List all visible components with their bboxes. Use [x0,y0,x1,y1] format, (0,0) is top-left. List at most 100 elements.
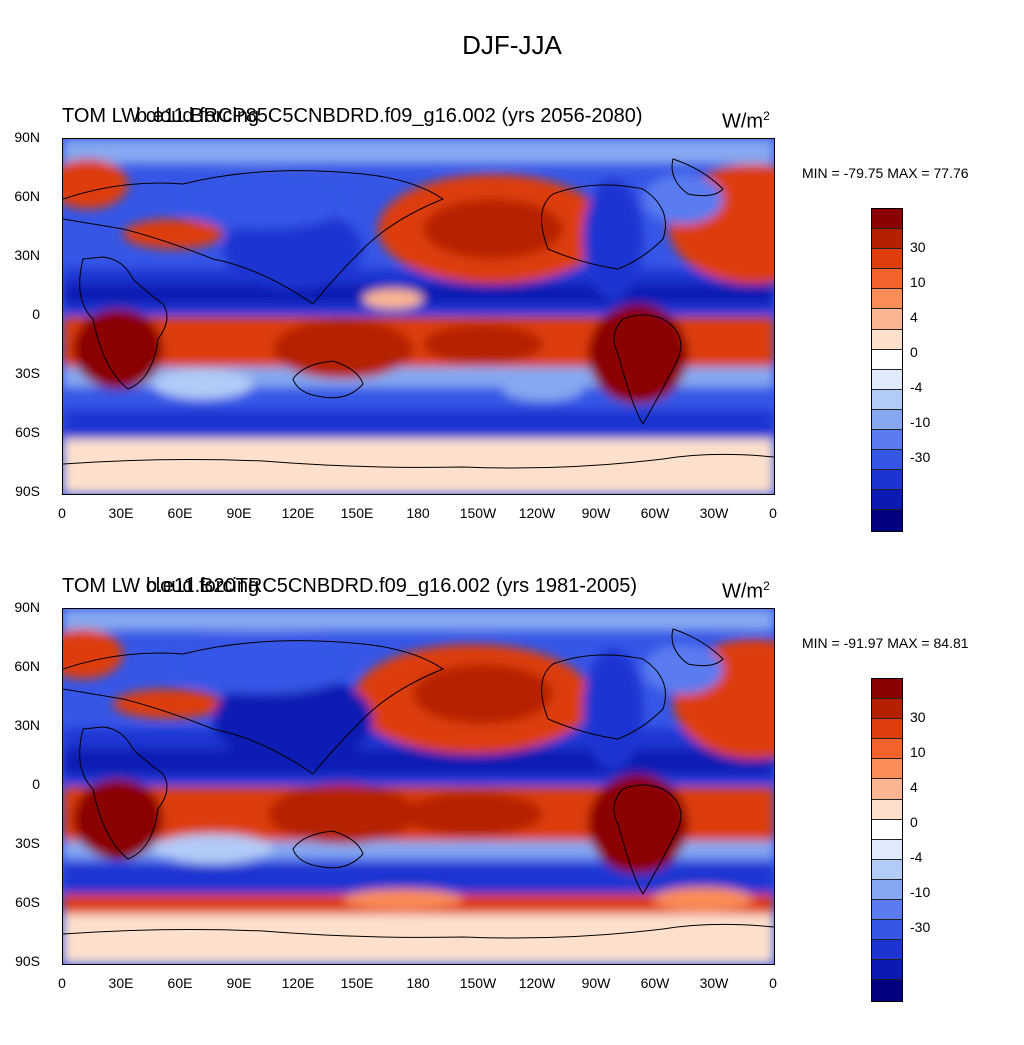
colorbar-label: -30 [910,919,931,935]
panel-units: W/m2 [722,109,770,133]
colorbar-label: 10 [910,274,926,290]
colorbar-swatch [872,779,902,800]
colorbar-label: 30 [910,239,926,255]
lon-label: 120E [281,975,315,991]
lat-label: 90S [15,483,40,499]
lat-label: 60N [14,658,40,674]
colorbar-label: 4 [910,779,918,795]
lon-label: 120W [518,505,556,521]
lon-label: 0 [769,975,777,991]
lat-label: 30S [15,365,40,381]
colorbar-swatch [872,209,902,230]
colorbar-swatch [872,699,902,720]
lon-label: 60W [640,975,670,991]
map-panel-top: TOM LW cloud forcing b.e11.BRCP85C5CNBDR… [0,105,1024,575]
colorbar-swatch [872,229,902,250]
colorbar-swatch [872,349,902,370]
colorbar-swatch [872,389,902,410]
lon-label: 60W [640,505,670,521]
panel-units: W/m2 [722,579,770,603]
panel-run-title: b.e11.BRCP85C5CNBDRD.f09_g16.002 (yrs 20… [136,105,643,127]
lon-label: 150E [340,975,374,991]
colorbar-label: 10 [910,744,926,760]
colorbar-swatch [872,679,902,700]
min-max-label: MIN = -91.97 MAX = 84.81 [802,635,969,651]
lat-label: 60S [15,424,40,440]
colorbar [871,208,903,532]
colorbar-swatch [872,510,902,531]
colorbar-swatch [872,490,902,511]
panel-left-title: TOM LW cloud forcing [62,575,260,597]
colorbar-swatch [872,960,902,981]
lat-label: 0 [32,776,40,792]
lon-label: 180 [406,505,430,521]
lat-label: 60S [15,894,40,910]
colorbar-swatch [872,879,902,901]
colorbar-label: -4 [910,379,923,395]
lat-label: 60N [14,188,40,204]
colorbar-label: 0 [910,344,918,360]
lon-label: 90W [581,505,611,521]
lon-label: 30E [108,505,134,521]
min-max-label: MIN = -79.75 MAX = 77.76 [802,165,969,181]
colorbar-label: 0 [910,814,918,830]
colorbar-swatch [872,309,902,330]
colorbar-swatch [872,940,902,961]
colorbar-swatch [872,799,902,820]
colorbar-swatch [872,739,902,760]
lon-label: 60E [167,505,193,521]
lon-label: 60E [167,975,193,991]
lon-label: 30W [699,975,729,991]
colorbar-swatch [872,859,902,880]
colorbar-label: -10 [910,414,931,430]
colorbar-swatch [872,980,902,1001]
lat-label: 30N [14,717,40,733]
colorbar-swatch [872,430,902,451]
colorbar-swatch [872,329,902,350]
colorbar [871,678,903,1002]
colorbar-swatch [872,719,902,740]
colorbar-swatch [872,839,902,860]
lon-label: 90E [226,975,252,991]
lon-label: 150E [340,505,374,521]
colorbar-swatch [872,759,902,780]
colorbar-swatch [872,249,902,270]
map-plot-top [62,138,775,495]
panel-left-title: TOM LW cloud forcing [62,105,260,127]
colorbar-label: -30 [910,449,931,465]
lon-label: 0 [58,505,66,521]
lat-label: 30S [15,835,40,851]
lon-label: 90E [226,505,252,521]
lon-label: 150W [459,505,497,521]
lon-label: 0 [58,975,66,991]
colorbar-swatch [872,409,902,431]
colorbar-swatch [872,369,902,390]
colorbar-swatch [872,819,902,840]
lon-label: 180 [406,975,430,991]
figure-title: DJF-JJA [462,30,562,60]
map-field-bottom [63,609,774,964]
lat-label: 90S [15,953,40,969]
lon-label: 30W [699,505,729,521]
colorbar-label: -4 [910,849,923,865]
map-plot-bottom [62,608,775,965]
lon-label: 30E [108,975,134,991]
panel-run-title: b.e11.B20TRC5CNBDRD.f09_g16.002 (yrs 198… [146,575,638,597]
lat-label: 90N [14,129,40,145]
lat-label: 90N [14,599,40,615]
colorbar-label: 4 [910,309,918,325]
colorbar-swatch [872,470,902,491]
colorbar-label: -10 [910,884,931,900]
colorbar-swatch [872,450,902,471]
colorbar-swatch [872,920,902,941]
colorbar-label: 30 [910,709,926,725]
lon-label: 120W [518,975,556,991]
map-panel-bottom: TOM LW cloud forcing b.e11.B20TRC5CNBDRD… [0,575,1024,1045]
lat-label: 30N [14,247,40,263]
lon-label: 0 [769,505,777,521]
lon-label: 120E [281,505,315,521]
lon-label: 150W [459,975,497,991]
lon-label: 90W [581,975,611,991]
colorbar-swatch [872,269,902,290]
colorbar-swatch [872,289,902,310]
